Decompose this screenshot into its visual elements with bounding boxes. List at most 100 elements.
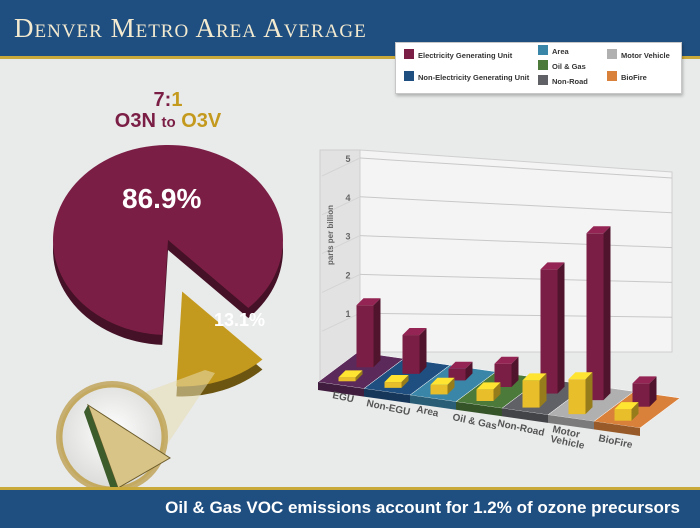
bar-egu-series-side xyxy=(557,262,565,394)
ratio-label-right: O3V xyxy=(181,110,222,132)
legend: Electricity Generating Unit Non-Electric… xyxy=(395,42,682,94)
bar-non-egu-series-side xyxy=(493,382,501,401)
y-tick-label: 2 xyxy=(345,270,350,280)
bar-egu-series-top xyxy=(356,298,381,306)
bar-egu-series xyxy=(448,368,466,381)
bar-non-egu-series-top xyxy=(430,377,455,385)
bar-non-egu-series-side xyxy=(585,372,593,415)
legend-item-oil-gas: Oil & Gas xyxy=(538,60,586,71)
gridline-side xyxy=(321,157,361,177)
legend-swatch-oil-gas xyxy=(538,60,548,70)
ratio-sep: : xyxy=(164,89,172,111)
bar-egu-series-top xyxy=(402,328,427,336)
legend-label-non-egu: Non-Electricity Generating Unit xyxy=(418,73,530,82)
bar-egu-series xyxy=(586,233,604,401)
bar-non-egu-series-side xyxy=(539,373,547,408)
legend-item-egu: Electricity Generating Unit xyxy=(404,49,513,60)
bar-egu-series xyxy=(494,363,512,387)
gridline-side xyxy=(321,196,361,216)
magnified-wedge-side xyxy=(84,405,118,492)
bar-egu-series-side xyxy=(419,328,427,374)
legend-swatch-non-road xyxy=(538,75,548,85)
x-tick-label: EGU xyxy=(331,390,354,405)
legend-label-biofire: BioFire xyxy=(621,73,647,82)
bar-non-egu-series-top xyxy=(568,372,593,380)
gridline xyxy=(359,157,673,179)
floor-edge xyxy=(364,388,410,404)
bar-non-egu-series-side xyxy=(401,375,409,388)
legend-item-non-road: Non-Road xyxy=(538,75,588,86)
legend-swatch-area xyxy=(538,45,548,55)
bar-non-egu-series-top xyxy=(476,382,501,390)
magnifier-lens xyxy=(56,381,171,493)
bar-egu-series-side xyxy=(465,361,473,381)
bar-egu-series xyxy=(632,383,650,407)
legend-swatch-egu xyxy=(404,49,414,59)
legend-swatch-biofire xyxy=(607,71,617,81)
y-tick-label: 3 xyxy=(345,232,350,242)
ratio-value: 7:1 xyxy=(108,89,228,112)
y-tick-label: 5 xyxy=(345,154,350,164)
pie-major-label: 86.9% xyxy=(122,183,202,214)
bar-egu-series xyxy=(356,305,374,368)
bar-non-egu-series-side xyxy=(631,402,639,421)
bar-egu-series-top xyxy=(586,226,611,234)
x-tick-label: Area xyxy=(415,404,439,419)
bar-non-egu-series-side xyxy=(447,377,455,395)
legend-swatch-motor-vehicle xyxy=(607,49,617,59)
bar-non-egu-series-top xyxy=(614,402,639,410)
gridline xyxy=(359,312,673,318)
pie-minor-label: 13.1% xyxy=(214,310,266,330)
y-tick-label: 1 xyxy=(345,309,350,319)
legend-label-egu: Electricity Generating Unit xyxy=(418,51,513,60)
x-tick-label-text: EGU xyxy=(331,390,354,405)
floor-edge xyxy=(502,408,548,423)
bar-egu-series-side xyxy=(603,226,611,401)
bar-egu-series xyxy=(402,335,420,374)
x-tick-label: Oil & Gas xyxy=(451,412,498,432)
footer-bar: Oil & Gas VOC emissions account for 1.2%… xyxy=(0,487,700,528)
bar-egu-series-top xyxy=(448,361,473,369)
x-tick-label: BioFire xyxy=(597,433,633,451)
pie-slice-o3v xyxy=(176,291,263,387)
page-title: Denver Metro Area Average xyxy=(14,13,367,43)
bar-egu-series-top xyxy=(494,356,519,364)
bar-non-egu-series xyxy=(384,382,402,388)
bar-egu-series-top xyxy=(632,376,657,384)
ratio-right: 1 xyxy=(171,89,183,111)
header-bar: Denver Metro Area Average xyxy=(0,0,700,59)
gridline-side xyxy=(321,235,361,255)
legend-label-non-road: Non-Road xyxy=(552,77,588,86)
floor-edge xyxy=(594,421,640,436)
ratio-left: 7 xyxy=(153,89,165,111)
bar-non-egu-series-top xyxy=(522,373,547,381)
legend-label-motor-vehicle: Motor Vehicle xyxy=(621,51,670,60)
bar-egu-series-side xyxy=(373,298,381,368)
bar-non-egu-series-top xyxy=(384,375,409,383)
legend-label-oil-gas: Oil & Gas xyxy=(552,62,586,71)
pie-chart xyxy=(52,145,284,397)
floor-edge xyxy=(548,414,594,430)
x-tick-label-text: BioFire xyxy=(597,433,633,451)
chart-side-wall xyxy=(319,149,361,383)
bar-non-egu-series-side xyxy=(355,370,363,382)
gridline-side xyxy=(321,273,361,293)
gridline xyxy=(359,196,673,214)
bar-egu-series-side xyxy=(511,356,519,387)
x-tick-label-text: Oil & Gas xyxy=(451,412,498,432)
bar-non-egu-series xyxy=(430,384,448,395)
floor-edge xyxy=(410,395,456,410)
legend-swatch-non-egu xyxy=(404,71,414,81)
bar-non-egu-series xyxy=(568,379,586,415)
legend-item-non-egu: Non-Electricity Generating Unit xyxy=(404,71,530,82)
x-tick-label-text: Area xyxy=(415,404,439,419)
x-tick-label-text: Vehicle xyxy=(549,434,585,452)
legend-item-motor-vehicle: Motor Vehicle xyxy=(607,49,670,60)
gridline-side xyxy=(321,312,361,332)
ratio-to: to xyxy=(161,114,176,131)
bar-egu-series-side xyxy=(649,376,657,407)
gridline xyxy=(359,235,673,249)
legend-item-biofire: BioFire xyxy=(607,71,647,82)
pie-slice-o3n xyxy=(52,145,283,335)
